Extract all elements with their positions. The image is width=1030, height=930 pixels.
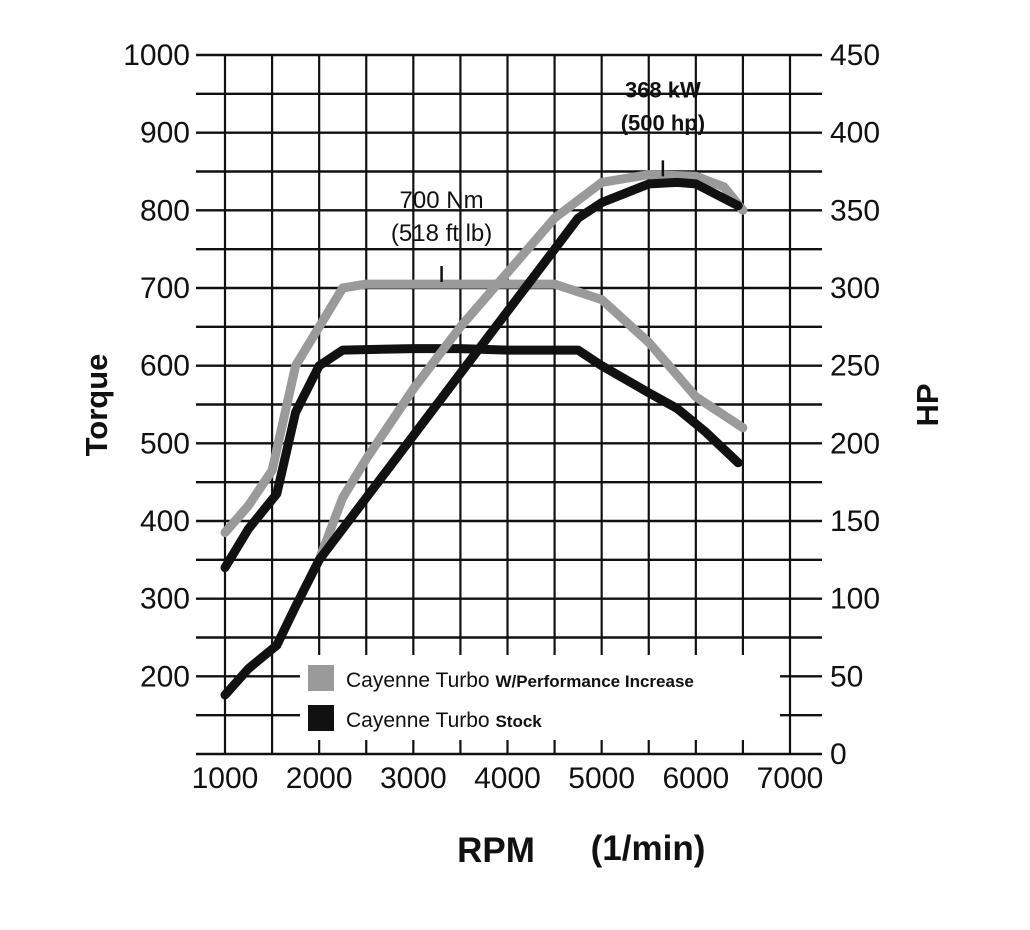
annotations: 700 Nm (518 ft lb) 368 kW (500 hp) xyxy=(391,77,705,282)
y-right-tick-label: 200 xyxy=(830,427,880,460)
x-tick-label: 4000 xyxy=(474,762,541,795)
annotation-text: 368 kW xyxy=(625,77,701,102)
y-right-tick-label: 150 xyxy=(830,505,880,538)
x-tick-label: 3000 xyxy=(380,762,447,795)
x-tick-label: 7000 xyxy=(757,762,824,795)
y-right-tick-label: 450 xyxy=(830,39,880,72)
y-right-tick-label: 50 xyxy=(830,660,863,693)
y-left-axis-title: Torque xyxy=(79,354,114,457)
axes: 1000900800700600500400300200450400350300… xyxy=(123,39,880,795)
legend-label: Cayenne Turbo W/Performance Increase xyxy=(346,669,694,692)
series-line-4 xyxy=(220,177,743,700)
annotation-text: 700 Nm xyxy=(400,187,484,214)
y-left-tick-label: 700 xyxy=(140,272,190,305)
y-left-tick-label: 400 xyxy=(140,505,190,538)
y-right-axis-title: HP xyxy=(910,383,945,426)
legend-label-bold: Stock xyxy=(495,712,542,731)
y-right-tick-label: 250 xyxy=(830,350,880,383)
axis-labels: Torque HP RPM (1/min) xyxy=(79,354,945,870)
legend-label-bold: W/Performance Increase xyxy=(495,672,693,691)
series-line-2 xyxy=(220,344,743,573)
y-left-tick-label: 500 xyxy=(140,427,190,460)
y-right-tick-label: 400 xyxy=(830,117,880,150)
series-line-1 xyxy=(220,279,748,538)
x-tick-label: 6000 xyxy=(662,762,729,795)
series xyxy=(220,170,748,700)
y-left-tick-label: 1000 xyxy=(123,39,190,72)
legend: Cayenne Turbo W/Performance IncreaseCaye… xyxy=(300,655,780,740)
y-right-tick-label: 100 xyxy=(830,583,880,616)
annotation-text: (518 ft lb) xyxy=(391,220,492,247)
y-right-tick-label: 350 xyxy=(830,194,880,227)
y-left-tick-label: 200 xyxy=(140,660,190,693)
y-right-tick-label: 0 xyxy=(830,738,847,771)
legend-swatch xyxy=(308,665,334,691)
x-tick-label: 5000 xyxy=(568,762,635,795)
legend-label-plain: Cayenne Turbo xyxy=(346,669,495,692)
legend-label-plain: Cayenne Turbo xyxy=(346,709,495,732)
x-axis-unit: (1/min) xyxy=(591,829,706,868)
y-left-tick-label: 300 xyxy=(140,583,190,616)
x-tick-label: 1000 xyxy=(192,762,259,795)
y-left-tick-label: 800 xyxy=(140,194,190,227)
x-tick-label: 2000 xyxy=(286,762,353,795)
legend-box xyxy=(300,655,780,740)
legend-label: Cayenne Turbo Stock xyxy=(346,709,542,732)
series-line-3 xyxy=(314,170,748,565)
y-right-tick-label: 300 xyxy=(830,272,880,305)
x-axis-title: RPM xyxy=(457,831,535,870)
legend-swatch xyxy=(308,705,334,731)
y-left-tick-label: 600 xyxy=(140,350,190,383)
y-left-tick-label: 900 xyxy=(140,117,190,150)
annotation-text: (500 hp) xyxy=(621,110,705,135)
